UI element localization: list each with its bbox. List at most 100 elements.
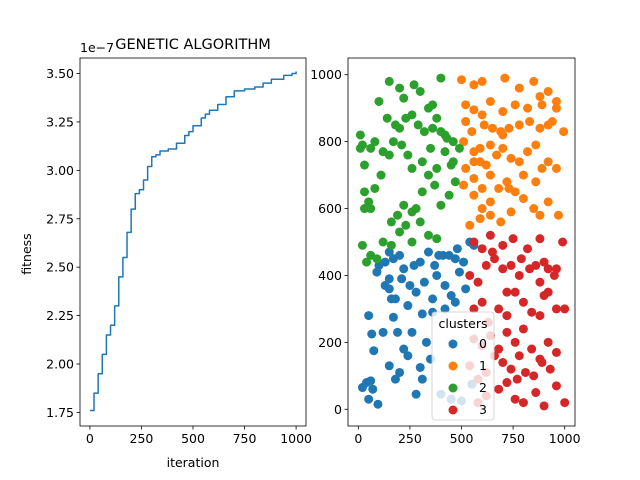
cluster-1-point [469,80,479,90]
fitness-line-chart: GENETIC ALGORITHM 1e−7 iteration fitness… [19,37,312,470]
y-tick-label: 3.00 [46,163,74,178]
cluster-3-point [516,254,526,264]
cluster-3-point [502,311,512,321]
cluster-1-point [514,120,524,130]
cluster-3-point [494,304,504,314]
y-tick-label: 400 [318,268,342,283]
cluster-3-point [498,264,508,274]
cluster-3-point [551,381,561,391]
y-axis-offset-label: 1e−7 [80,40,114,55]
cluster-0-point [415,257,425,267]
cluster-0-point [380,257,390,267]
cluster-3-point [490,254,500,264]
cluster-2-point [407,110,417,120]
cluster-2-point [454,143,464,153]
cluster-3-point [514,270,524,280]
cluster-2-point [440,147,450,157]
cluster-0-point [411,287,421,297]
cluster-2-points [355,73,464,267]
cluster-2-point [407,163,417,173]
cluster-1-point [553,210,563,220]
cluster-2-point [395,83,405,93]
cluster-2-point [355,143,365,153]
cluster-1-point [506,207,516,217]
chart-title: GENETIC ALGORITHM [115,37,271,53]
cluster-3-point [477,244,487,254]
cluster-1-point [531,177,541,187]
cluster-3-point [510,337,520,347]
cluster-2-point [436,127,446,137]
cluster-0-point [388,312,398,322]
cluster-1-point [523,103,533,113]
cluster-0-point [393,327,403,337]
cluster-0-point [373,399,383,409]
cluster-1-point [467,127,477,137]
cluster-3-point [527,307,537,317]
legend-marker-1 [448,361,458,371]
right-axis-ticks: 0 250 500 750 1000 0 200 400 600 800 1000 [310,67,580,446]
y-tick-label: 2.25 [46,308,74,323]
cluster-2-point [366,204,376,214]
cluster-3-point [485,230,495,240]
cluster-2-point [374,96,384,106]
x-tick-label: 1000 [549,431,581,446]
cluster-2-point [378,147,388,157]
cluster-1-point [535,123,545,133]
cluster-1-point [477,110,487,120]
cluster-2-point [388,137,398,147]
cluster-3-point [481,260,491,270]
cluster-0-point [407,327,417,337]
right-plot-area [355,73,570,411]
cluster-0-point [369,346,379,356]
cluster-2-point [444,190,454,200]
cluster-3-point [531,388,541,398]
cluster-1-point [469,190,479,200]
cluster-0-point [461,284,471,294]
x-axis-label: iteration [167,455,220,470]
cluster-3-point [525,264,535,274]
cluster-1-point [529,76,539,86]
x-tick-label: 0 [86,431,94,446]
cluster-2-point [362,257,372,267]
cluster-0-point [395,367,405,377]
cluster-0-point [421,337,431,347]
cluster-1-point [518,194,528,204]
cluster-2-point [436,200,446,210]
cluster-3-point [465,270,475,280]
clusters-scatter-chart: 0 250 500 750 1000 0 200 400 600 800 1000 clusters… [310,57,581,446]
cluster-0-point [432,270,442,280]
cluster-2-point [384,76,394,86]
left-axis-ticks: 0 250 500 750 1000 1.75 2.00 2.25 2.50 2.75 3.00 3.… [46,66,312,446]
cluster-1-point [477,76,487,86]
cluster-3-point [535,277,545,287]
cluster-1-point [535,210,545,220]
x-tick-label: 0 [354,431,362,446]
cluster-1-point [496,217,506,227]
cluster-2-point [360,187,370,197]
y-tick-label: 800 [318,134,342,149]
cluster-0-point [399,264,409,274]
cluster-2-point [417,157,427,167]
cluster-3-point [551,347,561,357]
cluster-3-point [498,240,508,250]
cluster-0-point [454,267,464,277]
cluster-2-point [370,137,380,147]
cluster-0-point [403,351,413,361]
cluster-1-point [479,120,489,130]
cluster-1-point [477,204,487,214]
cluster-1-point [469,173,479,183]
cluster-0-point [405,280,415,290]
cluster-2-point [393,210,403,220]
cluster-1-point [529,204,539,214]
cluster-2-point [376,170,386,180]
cluster-2-point [426,143,436,153]
cluster-0-point [450,254,460,264]
cluster-1-point [537,163,547,173]
cluster-1-point [492,150,502,160]
cluster-1-point [475,143,485,153]
cluster-3-point [527,344,537,354]
cluster-1-point [543,157,553,167]
cluster-2-point [372,254,382,264]
cluster-0-point [384,274,394,284]
